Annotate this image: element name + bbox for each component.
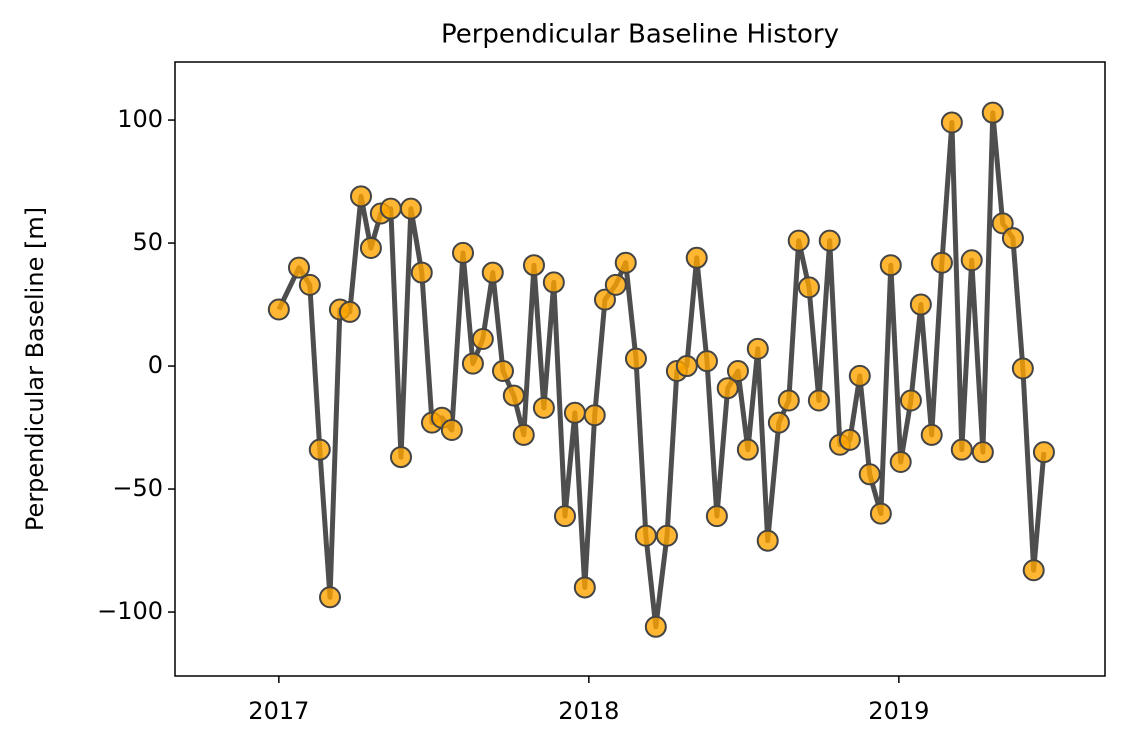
marker <box>940 111 963 134</box>
marker <box>746 337 769 360</box>
marker <box>1011 357 1034 380</box>
plot-frame <box>174 61 1106 677</box>
marker <box>532 396 555 419</box>
marker <box>379 197 402 220</box>
y-tick-label: 100 <box>117 105 163 133</box>
marker <box>879 254 902 277</box>
marker <box>1001 227 1024 250</box>
marker <box>981 101 1004 124</box>
marker <box>655 524 678 547</box>
marker <box>583 404 606 427</box>
marker <box>818 229 841 252</box>
marker <box>675 355 698 378</box>
marker <box>359 236 382 259</box>
marker <box>930 251 953 274</box>
marker <box>838 428 861 451</box>
marker <box>848 364 871 387</box>
marker <box>461 352 484 375</box>
y-tick-label: 50 <box>132 228 163 256</box>
marker <box>869 502 892 525</box>
marker <box>716 377 739 400</box>
marker <box>726 359 749 382</box>
marker <box>481 261 504 284</box>
marker <box>553 505 576 528</box>
y-tick-label: −50 <box>112 474 163 502</box>
marker <box>767 411 790 434</box>
marker <box>563 401 586 424</box>
marker <box>991 212 1014 235</box>
marker <box>889 450 912 473</box>
marker <box>319 586 341 609</box>
marker <box>858 463 881 486</box>
marker <box>807 389 830 412</box>
marker <box>787 229 810 252</box>
marker <box>389 446 412 469</box>
marker <box>471 327 494 350</box>
marker <box>491 359 514 382</box>
marker <box>950 438 973 461</box>
marker <box>451 241 474 264</box>
marker <box>1022 559 1045 582</box>
marker <box>593 288 616 311</box>
marker <box>705 505 728 528</box>
marker <box>399 197 422 220</box>
marker <box>644 615 667 638</box>
marker <box>971 441 994 464</box>
marker <box>502 384 525 407</box>
marker <box>308 438 331 461</box>
marker <box>522 254 545 277</box>
marker <box>614 251 637 274</box>
marker <box>756 529 779 552</box>
marker <box>1032 441 1055 464</box>
marker <box>512 423 535 446</box>
x-tick-label: 2018 <box>558 697 619 725</box>
marker <box>624 347 647 370</box>
marker <box>350 185 372 208</box>
x-tick-label: 2017 <box>248 697 309 725</box>
marker <box>542 271 565 294</box>
marker <box>920 423 943 446</box>
marker <box>573 576 596 599</box>
marker <box>410 261 433 284</box>
marker <box>685 246 708 269</box>
marker <box>267 298 290 321</box>
marker <box>797 276 820 299</box>
x-tick-label: 2019 <box>868 697 929 725</box>
marker <box>298 273 321 296</box>
marker <box>960 249 983 272</box>
marker <box>695 350 718 373</box>
marker <box>634 524 657 547</box>
marker <box>909 293 932 316</box>
marker <box>288 256 310 279</box>
marker <box>440 419 463 442</box>
y-axis-label: Perpendicular Baseline [m] <box>21 207 49 531</box>
marker <box>604 273 627 296</box>
marker <box>736 438 759 461</box>
y-tick-label: 0 <box>148 351 163 379</box>
marker <box>338 300 361 323</box>
chart-title: Perpendicular Baseline History <box>441 20 839 50</box>
y-tick-label: −100 <box>97 597 163 625</box>
marker <box>899 389 922 412</box>
marker <box>777 389 800 412</box>
